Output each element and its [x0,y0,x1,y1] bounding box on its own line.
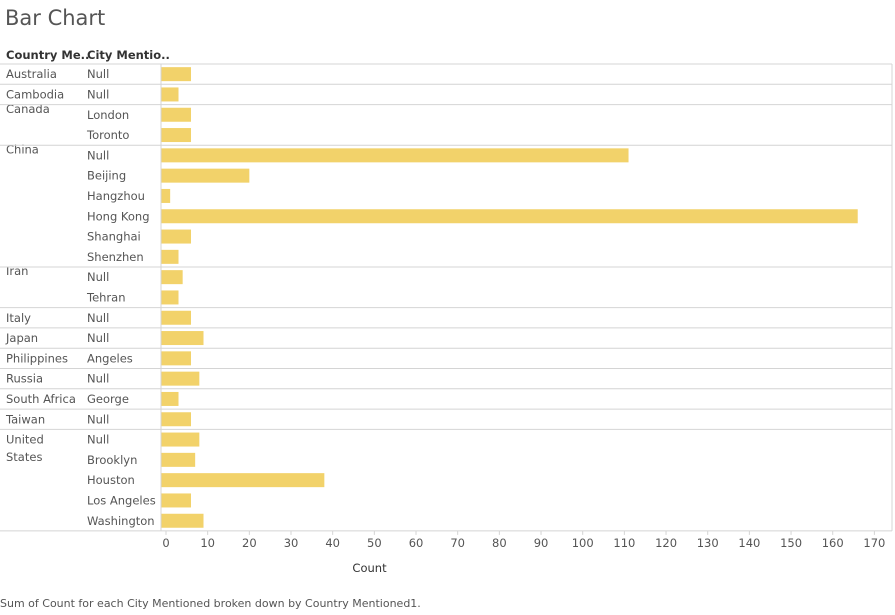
city-label: Toronto [86,128,129,142]
city-label: Shenzhen [87,250,144,264]
country-label: Taiwan [5,412,45,426]
city-label: George [87,392,129,406]
city-label: Hangzhou [87,189,145,203]
x-tick-label: 100 [572,536,594,550]
x-tick-label: 30 [284,536,299,550]
city-label: Null [87,331,109,345]
x-tick-label: 0 [162,536,169,550]
bar[interactable] [161,67,192,82]
city-label: Shanghai [87,230,141,244]
country-column-header[interactable]: Country Me.. [6,48,90,62]
city-label: Los Angeles [87,493,156,507]
x-tick-label: 80 [492,536,507,550]
country-label: Philippines [6,351,68,365]
x-tick-label: 40 [325,536,340,550]
bar[interactable] [161,473,325,488]
city-label: Null [87,311,109,325]
x-tick-label: 60 [409,536,424,550]
country-label: Japan [5,331,38,345]
bar[interactable] [161,331,204,346]
bar[interactable] [161,87,179,102]
bar[interactable] [161,290,179,305]
chart-title: Bar Chart [5,6,106,30]
country-label: Russia [6,372,43,386]
x-tick-label: 120 [655,536,677,550]
bar[interactable] [161,188,171,203]
city-label: Hong Kong [87,209,150,223]
city-label: Beijing [87,169,126,183]
country-label: Iran [6,264,28,278]
bar[interactable] [161,249,179,264]
bar[interactable] [161,229,192,244]
bar[interactable] [161,412,192,427]
country-label: South Africa [6,392,76,406]
x-tick-label: 150 [780,536,802,550]
x-tick-label: 160 [822,536,844,550]
country-label: United States [6,433,44,465]
chart-caption: Sum of Count for each City Mentioned bro… [0,597,421,610]
x-tick-label: 130 [697,536,719,550]
city-label: Null [87,148,109,162]
x-tick-label: 110 [613,536,635,550]
bar[interactable] [161,209,858,224]
city-label: Null [87,412,109,426]
bar[interactable] [161,452,196,467]
bar[interactable] [161,513,204,528]
city-label: London [87,108,129,122]
country-label: Australia [6,67,57,81]
city-label: Tehran [86,290,126,304]
bar[interactable] [161,107,192,122]
x-tick-label: 20 [242,536,257,550]
country-label: China [6,142,39,156]
bar[interactable] [161,128,192,143]
country-label: Cambodia [6,87,64,101]
bar[interactable] [161,351,192,366]
bar[interactable] [161,371,200,386]
bar[interactable] [161,168,250,183]
x-tick-label: 90 [534,536,549,550]
city-label: Null [87,372,109,386]
x-axis-label: Count [352,561,387,575]
x-tick-label: 70 [450,536,465,550]
city-label: Null [87,270,109,284]
country-label: Canada [6,102,50,116]
city-label: Washington [87,514,155,528]
city-label: Brooklyn [87,453,137,467]
x-tick-label: 170 [863,536,885,550]
city-label: Null [87,433,109,447]
city-label: Angeles [87,351,133,365]
bar-chart: Null Australia Null Cambodia London Toronto Ca… [0,63,893,575]
x-tick-label: 140 [738,536,760,550]
bar[interactable] [161,493,192,508]
x-tick-label: 50 [367,536,382,550]
bar[interactable] [161,148,629,163]
country-label: Italy [6,311,31,325]
bar[interactable] [161,270,183,285]
x-tick-label: 10 [200,536,215,550]
city-label: Null [87,67,109,81]
bar[interactable] [161,432,200,447]
city-label: Null [87,87,109,101]
city-column-header[interactable]: City Mentio.. [87,48,170,62]
bar[interactable] [161,310,192,325]
bar[interactable] [161,391,179,406]
city-label: Houston [87,473,135,487]
